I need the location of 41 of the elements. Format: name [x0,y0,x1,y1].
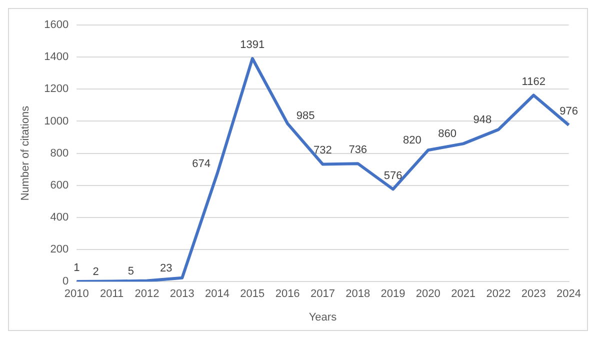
x-tick-label: 2010 [64,288,89,300]
x-tick-label: 2021 [451,288,476,300]
y-tick-label: 1200 [44,83,69,96]
y-tick-label: 1400 [44,51,69,64]
x-tick-label: 2024 [556,288,582,300]
x-tick-label: 2012 [134,288,160,300]
x-tick-label: 2019 [380,288,406,300]
x-axis-title: Years [308,311,338,324]
data-label: 736 [348,144,368,156]
data-label: 948 [473,114,492,126]
data-label: 1391 [240,39,265,52]
data-label: 23 [160,262,172,274]
y-tick-label: 1000 [44,115,69,128]
x-tick-label: 2016 [275,288,300,300]
y-axis-title: Number of citations [20,105,32,201]
data-label: 976 [560,106,578,118]
y-tick-label: 800 [50,147,69,160]
data-label: 732 [314,144,332,157]
y-tick-label: 600 [50,179,69,192]
x-tick-label: 2022 [486,288,511,300]
y-tick-label: 0 [62,276,69,288]
y-tick-label: 1600 [44,19,69,32]
x-tick-label: 2023 [521,288,546,300]
data-label: 5 [128,265,134,278]
x-tick-label: 2011 [100,288,124,300]
data-label: 820 [402,134,422,147]
y-tick-label: 400 [50,211,69,224]
data-label: 576 [384,170,402,182]
data-label: 1162 [522,76,546,88]
x-tick-label: 2018 [346,288,370,300]
x-tick-label: 2020 [416,288,440,300]
data-label: 985 [296,110,315,122]
data-label: 674 [192,158,210,170]
y-tick-label: 200 [50,244,69,256]
x-tick-label: 2013 [170,288,194,300]
x-tick-label: 2017 [310,288,335,300]
x-tick-label: 2015 [240,288,265,300]
data-label: 2 [92,266,99,278]
x-tick-label: 2014 [205,288,230,300]
data-label: 1 [74,262,80,274]
data-label: 860 [438,128,456,140]
